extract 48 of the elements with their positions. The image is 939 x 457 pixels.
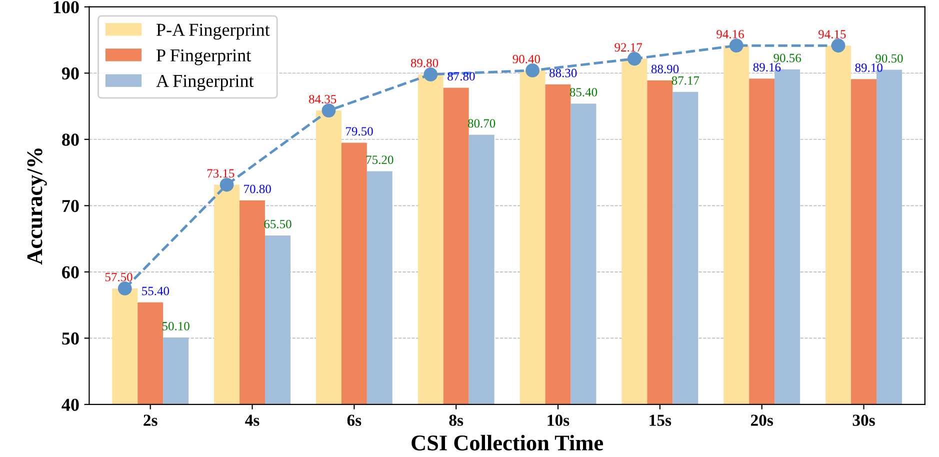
y-tick-label: 60 xyxy=(62,266,79,278)
x-tick-label: 4s xyxy=(245,414,260,426)
point xyxy=(526,64,540,78)
x-tick-label: 8s xyxy=(449,414,464,426)
data-label: 90.40 xyxy=(512,54,540,64)
x-tick-label: 6s xyxy=(347,414,362,426)
x-tick-label: 30s xyxy=(852,414,875,426)
data-label: 79.50 xyxy=(346,127,373,136)
data-label: 88.90 xyxy=(651,64,679,74)
point xyxy=(729,38,744,52)
data-label: 94.16 xyxy=(716,30,744,38)
legend-label: P-A Fingerprint xyxy=(156,24,270,40)
data-label: 94.15 xyxy=(818,30,846,38)
y-tick-label: 80 xyxy=(62,134,79,146)
y-axis-title: Accuracy/% xyxy=(27,148,47,265)
point xyxy=(628,52,642,66)
x-tick-label: 10s xyxy=(548,414,570,426)
point xyxy=(220,178,234,192)
data-label: 92.17 xyxy=(614,43,642,52)
legend-label: P Fingerprint xyxy=(156,49,252,66)
x-axis-title: CSI Collection Time xyxy=(412,434,604,450)
data-label: 84.35 xyxy=(309,94,336,104)
data-label: 90.50 xyxy=(876,54,903,63)
data-label: 70.80 xyxy=(244,184,271,194)
data-label: 87.17 xyxy=(672,76,700,85)
x-tick-label: 15s xyxy=(650,414,672,426)
data-label: 89.80 xyxy=(410,58,438,68)
data-label: 87.80 xyxy=(448,72,475,81)
point xyxy=(322,104,336,118)
data-label: 57.50 xyxy=(105,272,132,282)
data-label: 73.15 xyxy=(207,169,234,178)
data-label: 55.40 xyxy=(142,286,170,296)
point xyxy=(118,282,132,296)
y-tick-label: 40 xyxy=(62,398,79,411)
point xyxy=(424,68,438,82)
x-tick-label: 20s xyxy=(750,414,774,426)
point xyxy=(831,38,846,53)
data-label: 89.10 xyxy=(855,63,882,72)
y-tick-label: 70 xyxy=(62,200,79,212)
data-label: 75.20 xyxy=(366,156,394,164)
y-tick-label: 100 xyxy=(54,1,79,14)
x-tick-label: 2s xyxy=(144,414,158,426)
legend-label: A Fingerprint xyxy=(156,74,254,91)
data-label: 88.30 xyxy=(550,68,577,78)
data-label: 89.16 xyxy=(753,63,781,72)
data-label: 90.56 xyxy=(774,54,802,62)
y-tick-label: 90 xyxy=(62,67,79,80)
y-tick-label: 50 xyxy=(62,332,79,345)
